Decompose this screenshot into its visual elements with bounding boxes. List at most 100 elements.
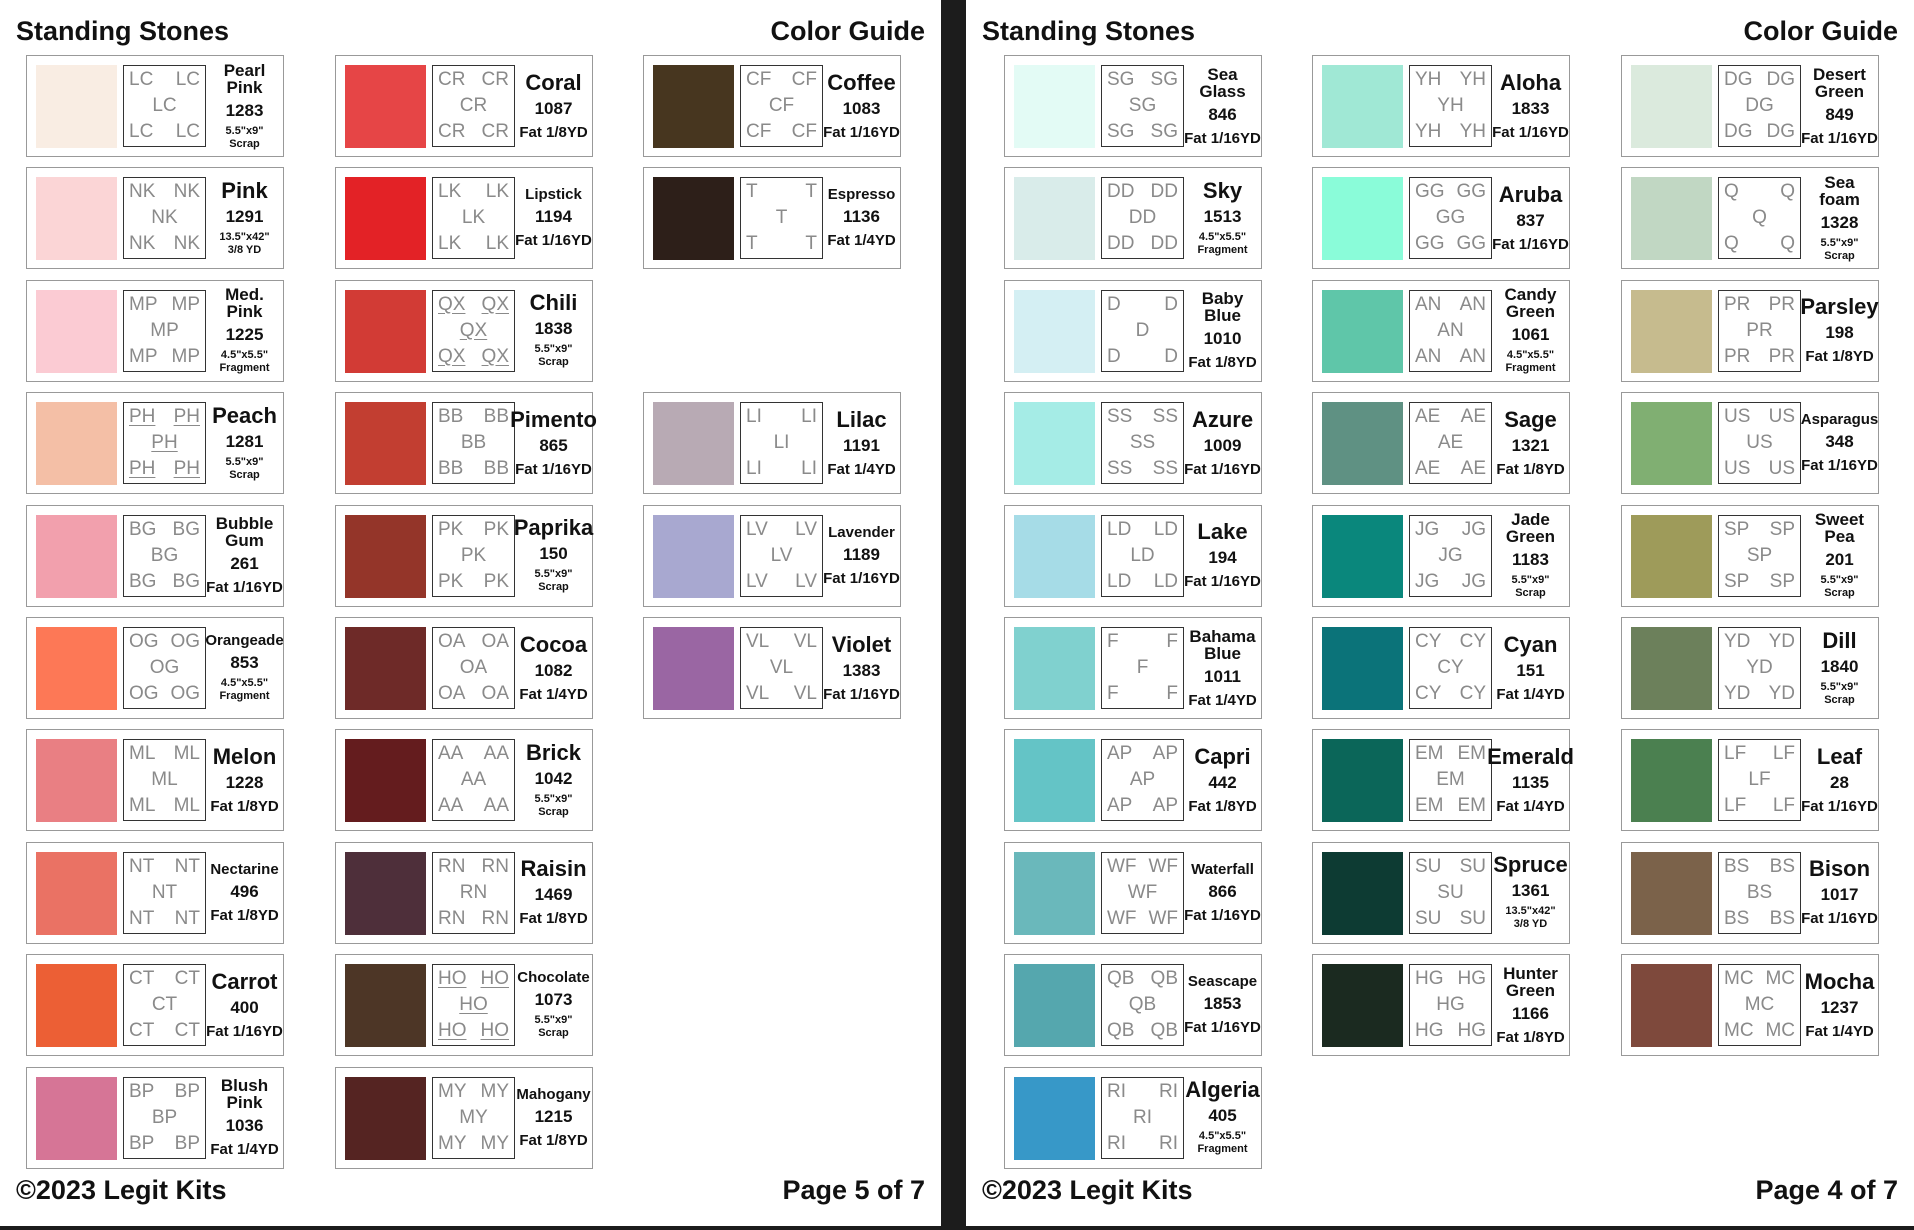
fabric-size: 5.5"x9" Scrap	[534, 1014, 573, 1040]
stitch-code: PR	[1768, 345, 1795, 367]
color-name: Capri	[1194, 743, 1251, 769]
color-number: 1082	[534, 660, 573, 680]
color-info: Sage 1321 Fat 1/8YD	[1492, 397, 1569, 489]
stitch-code: LC	[129, 69, 154, 90]
stitch-code: AA	[483, 743, 509, 765]
color-name: Seascape	[1187, 973, 1258, 991]
stitch-code: AN	[1459, 345, 1486, 367]
color-swatch	[1322, 289, 1403, 373]
stitch-code: SU	[1415, 907, 1442, 929]
stitch-code: DG	[1766, 121, 1796, 142]
color-name: Sky	[1202, 177, 1243, 203]
color-card: PK PK PK PK PK Paprika 150 5.5"x9" Scrap	[335, 504, 593, 607]
color-card: CY CY CY CY CY Cyan 151 Fat 1/4YD	[1312, 617, 1570, 719]
fabric-size: Fat 1/4YD	[827, 460, 896, 478]
stitch-code: MP	[129, 345, 158, 367]
color-name: Dill	[1822, 627, 1857, 653]
color-card: F F F F F Bahama Blue 1011 Fat 1/4YD	[1004, 617, 1262, 719]
color-name: Parsley	[1800, 294, 1879, 320]
stitch-code: CF	[791, 121, 817, 142]
stitch-code: GG	[1415, 181, 1445, 203]
color-info: Sea Glass 846 Fat 1/16YD	[1184, 60, 1261, 152]
stitch-code: CY	[1415, 631, 1442, 652]
color-card: OG OG OG OG OG Orangeade 853 4.5"x5.5" Fragment	[26, 617, 284, 719]
color-number: 1513	[1203, 206, 1242, 226]
stitch-code: LC	[129, 121, 154, 142]
code-box: GG GG GG GG GG	[1409, 177, 1492, 260]
stitch-code: AE	[1415, 406, 1441, 428]
color-info: Pink 1291 13.5"x42" 3/8 YD	[206, 172, 283, 264]
code-box: PR PR PR PR PR	[1718, 289, 1801, 372]
stitch-code: PK	[460, 544, 487, 566]
color-swatch	[345, 402, 426, 486]
stitch-code: D	[1107, 293, 1121, 315]
page-number: Page 4 of 7	[1755, 1175, 1898, 1205]
color-card: AN AN AN AN AN Candy Green 1061 4.5"x5.5" Fragm…	[1312, 279, 1570, 382]
stitch-code: Q	[1780, 181, 1795, 203]
stitch-code: BP	[174, 1132, 200, 1154]
code-box: BS BS BS BS BS	[1718, 851, 1801, 934]
color-name: Lake	[1197, 519, 1248, 545]
color-info: Candy Green 1061 4.5"x5.5" Fragment	[1492, 285, 1569, 377]
stitch-code: BS	[1769, 907, 1795, 929]
fabric-size: Fat 1/8YD	[519, 910, 588, 928]
stitch-code: SG	[1107, 121, 1135, 142]
stitch-code: HO	[480, 1020, 510, 1042]
code-box: QB QB QB QB QB	[1101, 964, 1184, 1047]
stitch-code: YD	[1724, 631, 1751, 652]
color-number: 865	[539, 435, 568, 455]
stitch-code: LF	[1772, 795, 1795, 817]
fabric-size: 4.5"x5.5" Fragment	[219, 349, 270, 375]
stitch-code: ML	[151, 769, 178, 791]
stitch-code: MP	[171, 345, 201, 367]
code-box: LC LC LC LC LC	[123, 65, 206, 147]
page-subtitle: Color Guide	[770, 16, 926, 46]
stitch-code: T	[805, 233, 817, 255]
stitch-code: YH	[1415, 69, 1442, 90]
stitch-code: HO	[480, 968, 510, 990]
color-card: AE AE AE AE AE Sage 1321 Fat 1/8YD	[1312, 392, 1570, 495]
fabric-size: Fat 1/16YD	[1184, 906, 1261, 924]
fabric-size: Fat 1/16YD	[823, 123, 900, 141]
color-info: Chocolate 1073 5.5"x9" Scrap	[515, 959, 592, 1051]
stitch-code: US	[1768, 406, 1795, 428]
stitch-code: JG	[1461, 570, 1486, 592]
stitch-code: SS	[1107, 458, 1133, 480]
code-box: SU SU SU SU SU	[1409, 851, 1492, 934]
stitch-code: JG	[1438, 544, 1463, 566]
page-subtitle: Color Guide	[1743, 16, 1899, 46]
color-info: Coral 1087 Fat 1/8YD	[515, 60, 592, 152]
code-box: DG DG DG DG DG	[1718, 65, 1801, 147]
fabric-size: Fat 1/16YD	[206, 579, 283, 597]
color-name: Algeria	[1185, 1077, 1260, 1103]
stitch-code: SP	[1769, 570, 1795, 592]
stitch-code: LD	[1107, 518, 1132, 540]
color-info: Carrot 400 Fat 1/16YD	[206, 959, 283, 1051]
color-number: 1166	[1512, 1003, 1549, 1023]
stitch-code: YH	[1459, 121, 1486, 142]
stitch-code: RI	[1107, 1080, 1126, 1102]
stitch-code: LK	[438, 181, 462, 203]
color-swatch	[653, 627, 734, 710]
color-name: Sweet Pea	[1814, 510, 1865, 547]
fabric-size: 5.5"x9" Scrap	[534, 568, 573, 594]
stitch-code: NK	[129, 181, 156, 203]
fabric-size: Fat 1/16YD	[1801, 129, 1878, 147]
stitch-code: NT	[174, 907, 200, 929]
color-info: Seascape 1853 Fat 1/16YD	[1184, 959, 1261, 1051]
stitch-code: BB	[460, 432, 487, 454]
stitch-code: MC	[1744, 994, 1775, 1016]
stitch-code: PH	[173, 406, 200, 428]
stitch-code: DG	[1745, 95, 1774, 116]
stitch-code: WF	[1148, 907, 1178, 929]
stitch-code: LF	[1748, 769, 1771, 791]
stitch-code: CR	[459, 95, 488, 116]
color-swatch	[345, 289, 426, 373]
stitch-code: DD	[1107, 181, 1135, 203]
code-box: SP SP SP SP SP	[1718, 514, 1801, 597]
stitch-code: PK	[438, 570, 464, 592]
stitch-code: AA	[438, 795, 464, 817]
color-card: LK LK LK LK LK Lipstick 1194 Fat 1/16YD	[335, 167, 593, 270]
color-number: 1833	[1511, 98, 1550, 118]
